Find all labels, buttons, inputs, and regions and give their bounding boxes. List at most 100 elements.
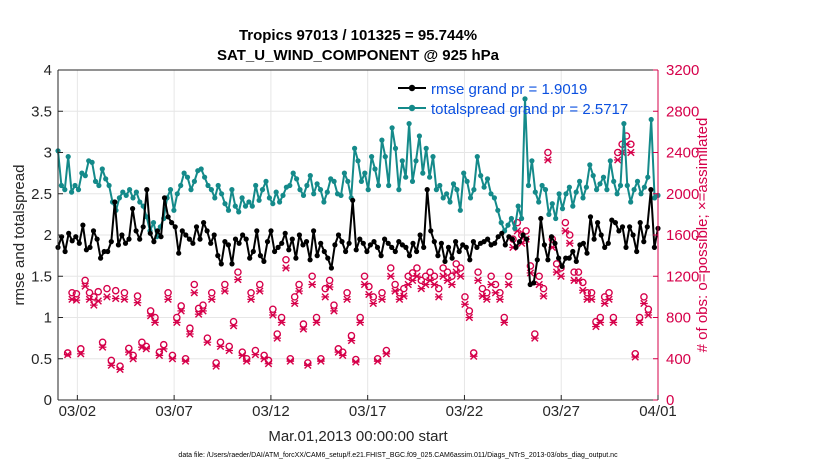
rmse-point xyxy=(566,255,572,261)
obs-possible-marker xyxy=(413,264,421,272)
obs-possible-marker xyxy=(500,313,509,322)
obs-assimilated-marker xyxy=(190,289,199,297)
rmse-point xyxy=(651,244,658,250)
totalspread-point xyxy=(222,201,228,207)
rmse-point xyxy=(236,240,242,246)
rmse-point xyxy=(307,257,313,263)
obs-assimilated-marker xyxy=(373,357,382,365)
totalspread-point xyxy=(72,182,78,189)
y-left-tick-label: 4 xyxy=(44,62,52,79)
obs-possible-marker xyxy=(103,284,111,293)
y-left-tick-label: 1 xyxy=(44,310,52,327)
rmse-point xyxy=(389,244,395,250)
obs-assimilated-marker xyxy=(103,293,111,301)
totalspread-point xyxy=(277,199,283,205)
obs-assimilated-marker xyxy=(500,318,509,327)
rmse-point xyxy=(286,247,292,253)
rmse-point xyxy=(293,255,299,261)
totalspread-point xyxy=(120,189,126,195)
obs-possible-marker xyxy=(255,280,264,289)
rmse-point xyxy=(602,244,608,250)
obs-possible-marker xyxy=(408,269,417,277)
obs-possible-marker xyxy=(282,255,290,264)
obs-possible-marker xyxy=(273,330,282,338)
totalspread-point xyxy=(607,158,613,164)
obs-possible-marker xyxy=(391,280,399,289)
legend-rmse-marker xyxy=(408,84,416,92)
x-tick-label: 03/12 xyxy=(252,403,290,420)
rmse-point xyxy=(264,239,271,245)
totalspread-point xyxy=(587,162,593,168)
totalspread-point xyxy=(495,207,501,213)
obs-assimilated-marker xyxy=(312,318,321,327)
rmse-point xyxy=(371,239,377,245)
x-tick-label: 03/22 xyxy=(446,403,484,420)
rmse-point xyxy=(115,242,121,248)
totalspread-point xyxy=(297,187,303,193)
totalspread-point xyxy=(225,207,232,213)
totalspread-point xyxy=(382,154,388,160)
obs-possible-marker xyxy=(225,342,234,351)
totalspread-point xyxy=(597,181,603,187)
totalspread-point xyxy=(450,181,457,187)
totalspread-point xyxy=(232,203,238,209)
rmse-point xyxy=(541,242,548,248)
rmse-point xyxy=(474,244,480,250)
obs-assimilated-marker xyxy=(504,280,513,289)
obs-possible-marker xyxy=(439,264,447,272)
obs-assimilated-marker xyxy=(400,292,408,300)
rmse-point xyxy=(524,236,530,242)
totalspread-point xyxy=(92,178,99,184)
totalspread-point xyxy=(413,158,419,164)
obs-assimilated-marker xyxy=(299,325,308,333)
totalspread-point xyxy=(372,166,378,172)
obs-possible-marker xyxy=(133,292,142,300)
obs-possible-marker xyxy=(513,218,522,227)
obs-possible-marker xyxy=(138,338,146,347)
rmse-point xyxy=(417,232,423,238)
y-right-tick-label: 0 xyxy=(666,392,674,409)
rmse-point xyxy=(648,187,654,193)
totalspread-point xyxy=(171,207,177,213)
rmse-point xyxy=(201,220,207,226)
chart-title-line2: SAT_U_WIND_COMPONENT @ 925 hPa xyxy=(217,47,500,64)
totalspread-point xyxy=(358,178,364,184)
obs-possible-marker xyxy=(544,148,552,157)
totalspread-point xyxy=(314,181,320,187)
rmse-point xyxy=(279,240,285,246)
totalspread-point xyxy=(259,187,266,193)
rmse-point xyxy=(254,228,260,234)
obs-assimilated-marker xyxy=(234,275,242,284)
totalspread-point xyxy=(478,173,484,179)
obs-assimilated-marker xyxy=(565,239,574,247)
totalspread-point xyxy=(634,178,641,184)
totalspread-point xyxy=(573,189,579,195)
obs-possible-marker xyxy=(526,262,535,270)
rmse-point xyxy=(69,238,75,244)
rmse-point xyxy=(318,240,324,246)
y-left-tick-label: 2 xyxy=(44,227,52,244)
obs-assimilated-marker xyxy=(295,287,303,295)
rmse-point xyxy=(520,232,526,238)
y-right-tick-label: 2800 xyxy=(666,103,699,120)
obs-assimilated-marker xyxy=(474,276,482,285)
obs-possible-marker xyxy=(247,288,255,297)
totalspread-point xyxy=(242,203,249,209)
rmse-point xyxy=(225,242,231,248)
rmse-point xyxy=(137,236,143,242)
obs-assimilated-marker xyxy=(255,287,264,295)
totalspread-point xyxy=(188,187,194,193)
totalspread-point xyxy=(150,220,157,226)
y-right-tick-label: 2400 xyxy=(666,145,699,162)
rmse-point xyxy=(215,253,221,259)
totalspread-point xyxy=(184,174,191,180)
obs-assimilated-marker xyxy=(413,272,421,280)
totalspread-point xyxy=(519,215,525,222)
totalspread-point xyxy=(457,207,463,213)
totalspread-point xyxy=(549,201,555,207)
rmse-point xyxy=(257,253,263,259)
obs-assimilated-marker xyxy=(330,307,338,315)
rmse-point xyxy=(548,234,555,240)
rmse-point xyxy=(247,255,253,261)
